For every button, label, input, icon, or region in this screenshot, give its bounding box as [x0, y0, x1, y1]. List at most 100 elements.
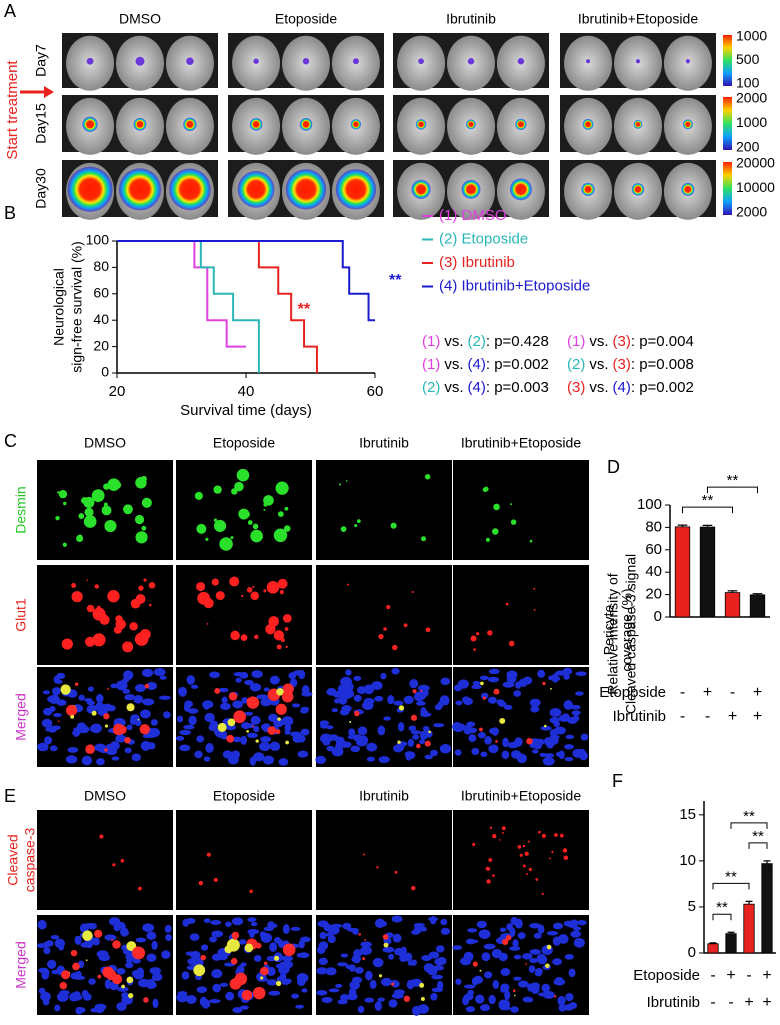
nucleus: [268, 990, 281, 996]
stain: [390, 522, 397, 529]
y-tick-label: 20: [93, 337, 109, 353]
y-tick-label: 0: [688, 944, 696, 961]
nucleus: [514, 737, 523, 747]
nucleus: [478, 929, 491, 939]
bioluminescence: [253, 58, 259, 64]
nucleus: [409, 679, 419, 689]
nucleus: [190, 684, 199, 689]
scale-label: 10000: [736, 179, 775, 195]
nucleus: [553, 721, 560, 727]
bioluminescence: [249, 117, 263, 131]
nucleus: [249, 683, 262, 692]
nucleus: [122, 677, 130, 683]
panel-letter: F: [612, 771, 623, 791]
nucleus: [191, 959, 201, 966]
nucleus: [151, 973, 163, 982]
nucleus: [327, 925, 340, 935]
nucleus: [263, 926, 274, 932]
nucleus: [336, 962, 348, 967]
nucleus: [316, 967, 328, 975]
nucleus: [181, 971, 190, 980]
micrograph: [453, 460, 589, 560]
nucleus: [471, 684, 482, 690]
bar: [749, 594, 766, 618]
nucleus: [422, 725, 430, 732]
stain: [230, 536, 234, 540]
stain: [84, 507, 94, 517]
treatment-sign: +: [744, 994, 753, 1011]
nucleus: [104, 979, 112, 990]
stain: [510, 519, 517, 525]
nucleus: [248, 723, 255, 729]
nucleus: [72, 727, 80, 738]
nucleus: [441, 743, 449, 754]
nucleus: [246, 732, 258, 738]
nucleus: [506, 673, 517, 684]
nucleus: [244, 679, 254, 686]
stain: [517, 845, 522, 849]
stain: [512, 989, 516, 993]
nucleus: [266, 979, 278, 986]
nucleus: [365, 970, 373, 981]
nucleus: [248, 928, 256, 939]
nucleus: [253, 955, 262, 962]
nucleus: [57, 942, 65, 951]
nucleus: [273, 742, 281, 751]
bioluminescence: [461, 179, 481, 199]
stain: [135, 531, 148, 544]
stain: [345, 480, 348, 482]
stain: [104, 748, 108, 752]
comparison-part: (3): [567, 379, 585, 396]
comparison-part: : p=0.002: [486, 356, 549, 373]
comparison: (1) vs. (4): p=0.002: [422, 356, 549, 373]
bar: [725, 933, 737, 954]
stain: [528, 867, 532, 872]
y-axis-label: Relative intensity of: [605, 573, 621, 695]
treatment-sign: +: [762, 967, 771, 984]
nucleus: [388, 999, 398, 1008]
nucleus: [44, 736, 53, 745]
bioluminescence: [681, 182, 695, 196]
arrow-head: [44, 86, 54, 98]
nucleus: [124, 747, 132, 754]
nucleus: [528, 965, 536, 973]
nucleus: [342, 922, 352, 930]
bioluminescence: [169, 168, 211, 211]
nucleus: [269, 675, 280, 685]
stain: [233, 710, 246, 724]
nucleus: [159, 675, 167, 680]
nucleus: [51, 969, 60, 975]
panel-letter: D: [607, 457, 620, 477]
nucleus: [468, 734, 477, 742]
nucleus: [266, 955, 277, 962]
nucleus: [327, 734, 339, 741]
nucleus: [295, 1004, 304, 1009]
nucleus: [440, 927, 451, 935]
nucleus: [158, 695, 171, 700]
nucleus: [454, 749, 462, 756]
stain: [354, 524, 358, 528]
stain: [205, 537, 209, 541]
nucleus: [218, 687, 229, 693]
stain: [560, 833, 564, 838]
nucleus: [557, 934, 569, 944]
nucleus: [466, 939, 479, 944]
stain: [255, 739, 259, 743]
nucleus: [89, 725, 96, 732]
stain: [217, 722, 227, 732]
nucleus: [533, 932, 542, 939]
micrograph: [453, 565, 589, 665]
treatment-sign: -: [730, 684, 735, 701]
stain: [196, 523, 207, 534]
nucleus: [406, 979, 415, 990]
nucleus: [46, 959, 57, 969]
nucleus: [140, 740, 152, 751]
comparison: (2) vs. (4): p=0.003: [422, 379, 549, 396]
stain: [213, 518, 218, 522]
stain: [219, 537, 233, 551]
stain: [416, 743, 421, 749]
comparison-part: (1): [567, 333, 585, 350]
nucleus: [360, 941, 372, 948]
nucleus: [480, 1004, 491, 1012]
survival-curve: [117, 240, 260, 373]
